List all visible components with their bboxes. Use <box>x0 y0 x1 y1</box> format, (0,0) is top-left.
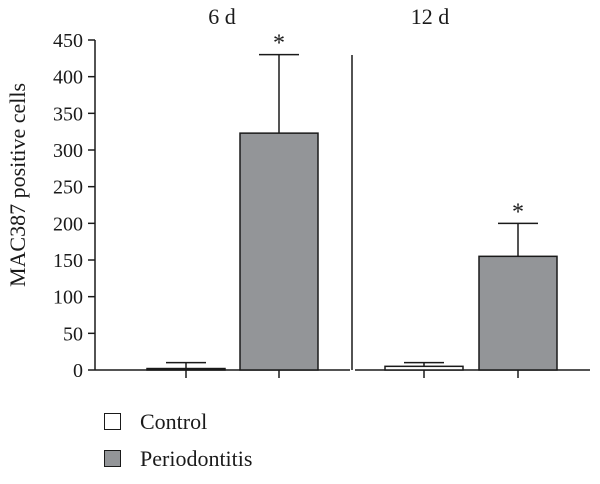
legend-swatch-control <box>104 413 121 430</box>
legend: Control Periodontitis <box>104 410 252 484</box>
panel-title: 6 d <box>208 4 236 29</box>
bar-control <box>384 365 464 371</box>
panel-1: 6 d * <box>95 4 350 378</box>
y-tick-label: 250 <box>53 177 83 199</box>
legend-label-periodontitis: Periodontitis <box>140 445 253 471</box>
significance-marker: * <box>273 31 285 57</box>
significance-marker: * <box>512 199 524 225</box>
chart-panels: 6 d * 12 d * <box>95 4 590 378</box>
y-tick-label: 350 <box>53 103 83 125</box>
legend-label-control: Control <box>140 408 208 434</box>
y-tick-label: 450 <box>53 30 83 52</box>
panel-title: 12 d <box>411 4 450 29</box>
bar-periodontitis <box>239 132 319 371</box>
y-tick-label: 400 <box>53 67 83 89</box>
bar-periodontitis <box>478 255 558 371</box>
bar-control <box>146 367 226 371</box>
legend-item-control: Control <box>104 410 252 433</box>
legend-swatch-periodontitis <box>104 450 121 467</box>
y-tick-label: 50 <box>63 323 83 345</box>
y-tick-label: 300 <box>53 140 83 162</box>
y-tick-label: 150 <box>53 250 83 272</box>
y-axis: 0 50 100 150 200 250 300 350 400 450 <box>53 30 96 382</box>
legend-item-periodontitis: Periodontitis <box>104 447 252 470</box>
y-axis-label: MAC387 positive cells <box>5 83 30 287</box>
y-tick-label: 0 <box>73 360 83 382</box>
bar-chart: 0 50 100 150 200 250 300 350 400 450 MAC387 posit… <box>5 4 590 382</box>
y-tick-label: 100 <box>53 287 83 309</box>
panel-2: 12 d * <box>355 4 590 378</box>
y-tick-label: 200 <box>53 213 83 235</box>
